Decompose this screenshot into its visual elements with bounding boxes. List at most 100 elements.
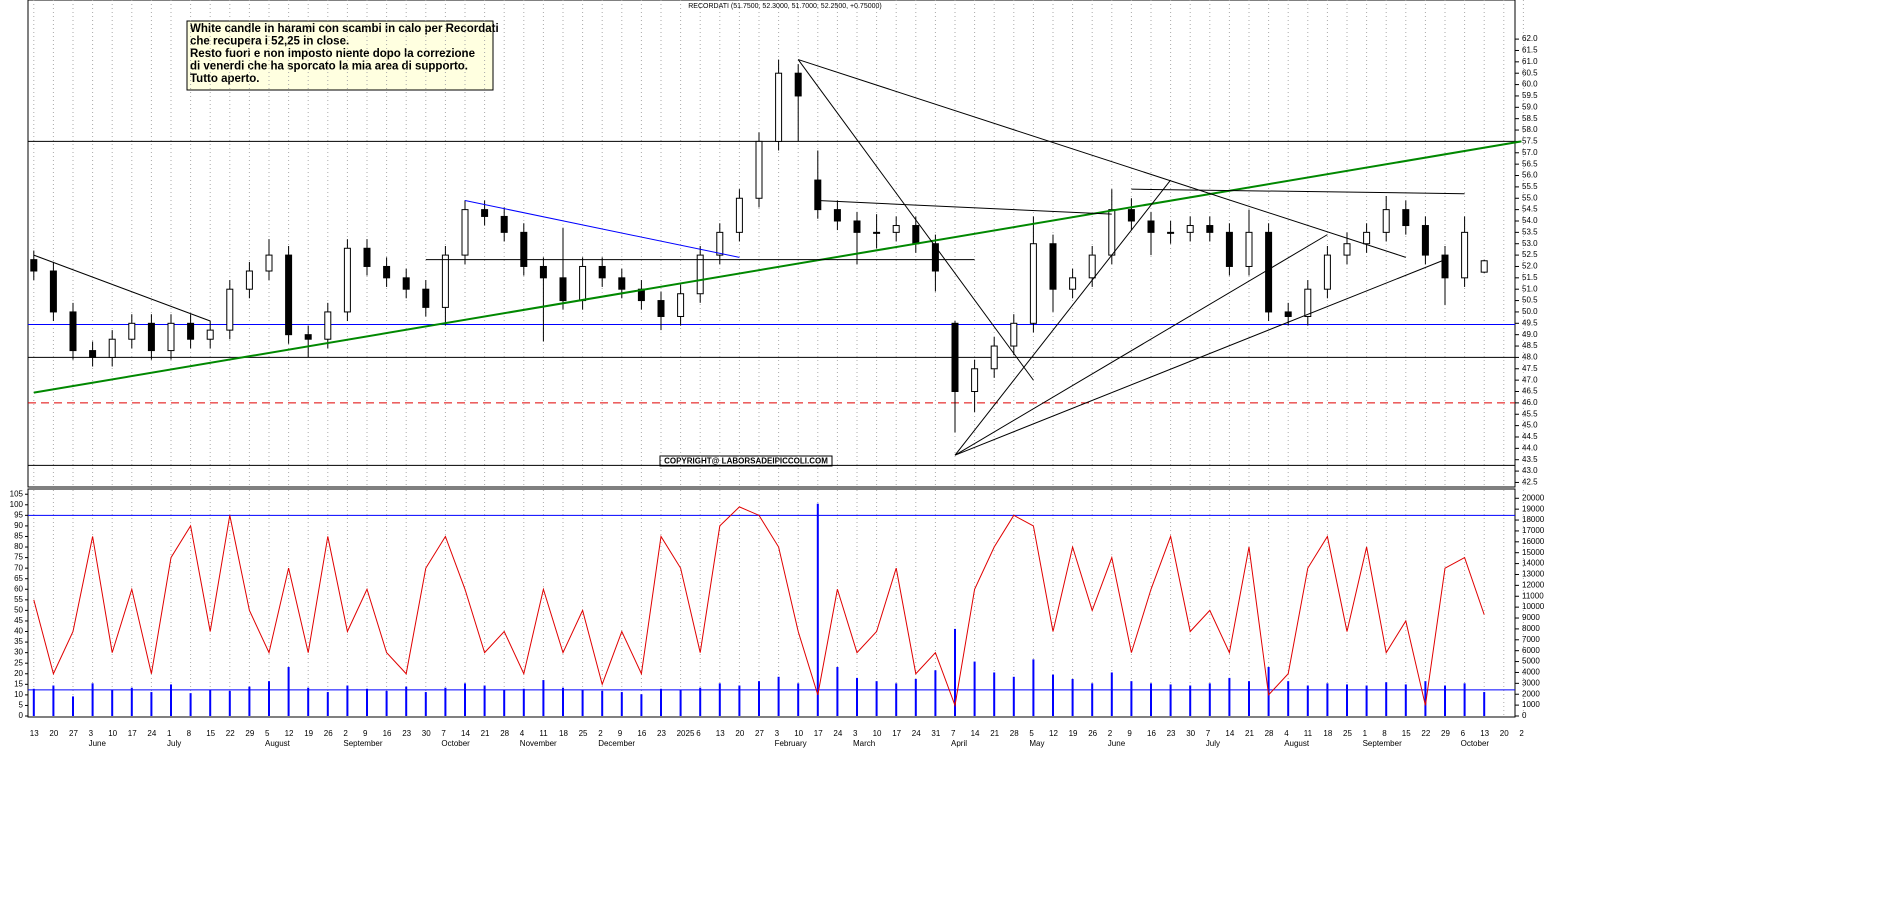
volume-bar bbox=[758, 681, 760, 716]
x-tick-label: 8 bbox=[187, 729, 192, 738]
x-tick-label: 13 bbox=[716, 729, 725, 738]
candle-body bbox=[951, 322, 959, 393]
volume-bar bbox=[1326, 683, 1329, 716]
x-tick-label: 2 bbox=[1519, 729, 1524, 738]
candle-body bbox=[343, 247, 351, 313]
x-tick-label: 22 bbox=[1421, 729, 1430, 738]
candle-body bbox=[1167, 231, 1175, 234]
trend-line bbox=[954, 234, 1328, 456]
volume-bar bbox=[660, 688, 662, 716]
osc-tick-label: 100 bbox=[10, 500, 24, 509]
month-label: November bbox=[520, 739, 557, 748]
volume-bar bbox=[1404, 684, 1407, 716]
y-tick-label: 49.5 bbox=[1522, 318, 1538, 327]
candle-body bbox=[187, 322, 195, 340]
month-label: February bbox=[775, 739, 807, 748]
osc-tick-label: 75 bbox=[14, 553, 23, 562]
osc-tick-label: 50 bbox=[14, 606, 23, 615]
x-tick-label: 12 bbox=[1049, 729, 1058, 738]
chart-title: RECORDATI (51.7500, 52.3000, 51.7000, 52… bbox=[688, 3, 881, 10]
volume-tick-label: 8000 bbox=[1522, 624, 1540, 633]
month-label: December bbox=[598, 739, 635, 748]
candle-body bbox=[833, 209, 841, 222]
x-tick-label: 15 bbox=[1402, 729, 1411, 738]
volume-bar bbox=[1228, 677, 1231, 716]
volume-bar bbox=[1444, 685, 1446, 716]
x-tick-label: 25 bbox=[1343, 729, 1352, 738]
volume-bar bbox=[640, 694, 643, 716]
candle-body bbox=[931, 243, 939, 272]
y-tick-label: 46.0 bbox=[1522, 398, 1538, 407]
candle-body bbox=[324, 311, 332, 340]
volume-bar bbox=[346, 685, 349, 716]
x-tick-label: 17 bbox=[128, 729, 137, 738]
x-tick-label: 2 bbox=[598, 729, 603, 738]
candle-body bbox=[1421, 225, 1429, 256]
osc-tick-label: 65 bbox=[14, 574, 23, 583]
candle-body bbox=[1069, 277, 1077, 290]
volume-bar bbox=[1189, 685, 1192, 716]
volume-tick-label: 10000 bbox=[1522, 602, 1545, 611]
volume-bar bbox=[914, 678, 917, 716]
x-tick-label: 15 bbox=[206, 729, 215, 738]
volume-bar bbox=[1346, 684, 1348, 716]
candle-body bbox=[1206, 225, 1214, 233]
x-tick-label: 21 bbox=[1245, 729, 1254, 738]
volume-bar bbox=[562, 687, 564, 716]
osc-tick-label: 95 bbox=[14, 510, 23, 519]
volume-bar bbox=[503, 689, 506, 716]
x-tick-label: 28 bbox=[1265, 729, 1274, 738]
x-tick-label: 10 bbox=[108, 729, 117, 738]
candle-body bbox=[618, 277, 626, 290]
candle-body bbox=[794, 72, 802, 97]
y-tick-label: 55.5 bbox=[1522, 182, 1538, 191]
x-tick-label: 13 bbox=[30, 729, 39, 738]
y-tick-label: 45.0 bbox=[1522, 421, 1538, 430]
y-tick-label: 52.0 bbox=[1522, 262, 1538, 271]
month-label: July bbox=[1206, 739, 1220, 748]
x-tick-label: 14 bbox=[971, 729, 980, 738]
volume-bar bbox=[111, 689, 114, 716]
y-tick-label: 56.5 bbox=[1522, 159, 1538, 168]
trend-line bbox=[33, 140, 1522, 394]
x-tick-label: 14 bbox=[461, 729, 470, 738]
volume-bar bbox=[954, 628, 956, 716]
candle-body bbox=[735, 197, 743, 233]
x-tick-label: 20 bbox=[735, 729, 744, 738]
volume-bar bbox=[1365, 685, 1368, 716]
y-tick-label: 45.5 bbox=[1522, 409, 1538, 418]
month-label: September bbox=[1363, 739, 1402, 748]
annotation-box bbox=[186, 20, 494, 91]
candle-body bbox=[853, 220, 861, 233]
x-tick-label: 6 bbox=[1461, 729, 1466, 738]
candle-body bbox=[1147, 220, 1155, 233]
osc-tick-label: 5 bbox=[19, 701, 24, 710]
x-tick-label: 10 bbox=[873, 729, 882, 738]
candle-body bbox=[1265, 231, 1273, 313]
candle-body bbox=[1304, 288, 1312, 317]
volume-bar bbox=[150, 692, 153, 716]
osc-tick-label: 60 bbox=[14, 584, 23, 593]
month-label: October bbox=[441, 739, 470, 748]
candle-body bbox=[167, 322, 175, 352]
candle-body bbox=[285, 254, 293, 336]
volume-bar bbox=[875, 681, 878, 716]
y-tick-label: 54.5 bbox=[1522, 205, 1538, 214]
volume-bar bbox=[1071, 678, 1074, 716]
x-tick-label: 5 bbox=[1029, 729, 1034, 738]
x-tick-label: 24 bbox=[147, 729, 156, 738]
osc-tick-label: 20 bbox=[14, 669, 23, 678]
volume-tick-label: 6000 bbox=[1522, 646, 1540, 655]
x-tick-label: 11 bbox=[1304, 729, 1313, 738]
volume-bar bbox=[620, 692, 623, 716]
x-tick-label: 16 bbox=[383, 729, 392, 738]
y-tick-label: 51.0 bbox=[1522, 284, 1538, 293]
annotation-line: White candle in harami con scambi in cal… bbox=[190, 23, 499, 35]
candle-body bbox=[500, 215, 508, 233]
osc-tick-label: 45 bbox=[14, 616, 23, 625]
y-tick-label: 61.5 bbox=[1522, 46, 1538, 55]
candle-body bbox=[716, 231, 724, 256]
volume-bar bbox=[189, 693, 192, 716]
month-label: August bbox=[1284, 739, 1310, 748]
x-tick-label: 21 bbox=[990, 729, 999, 738]
